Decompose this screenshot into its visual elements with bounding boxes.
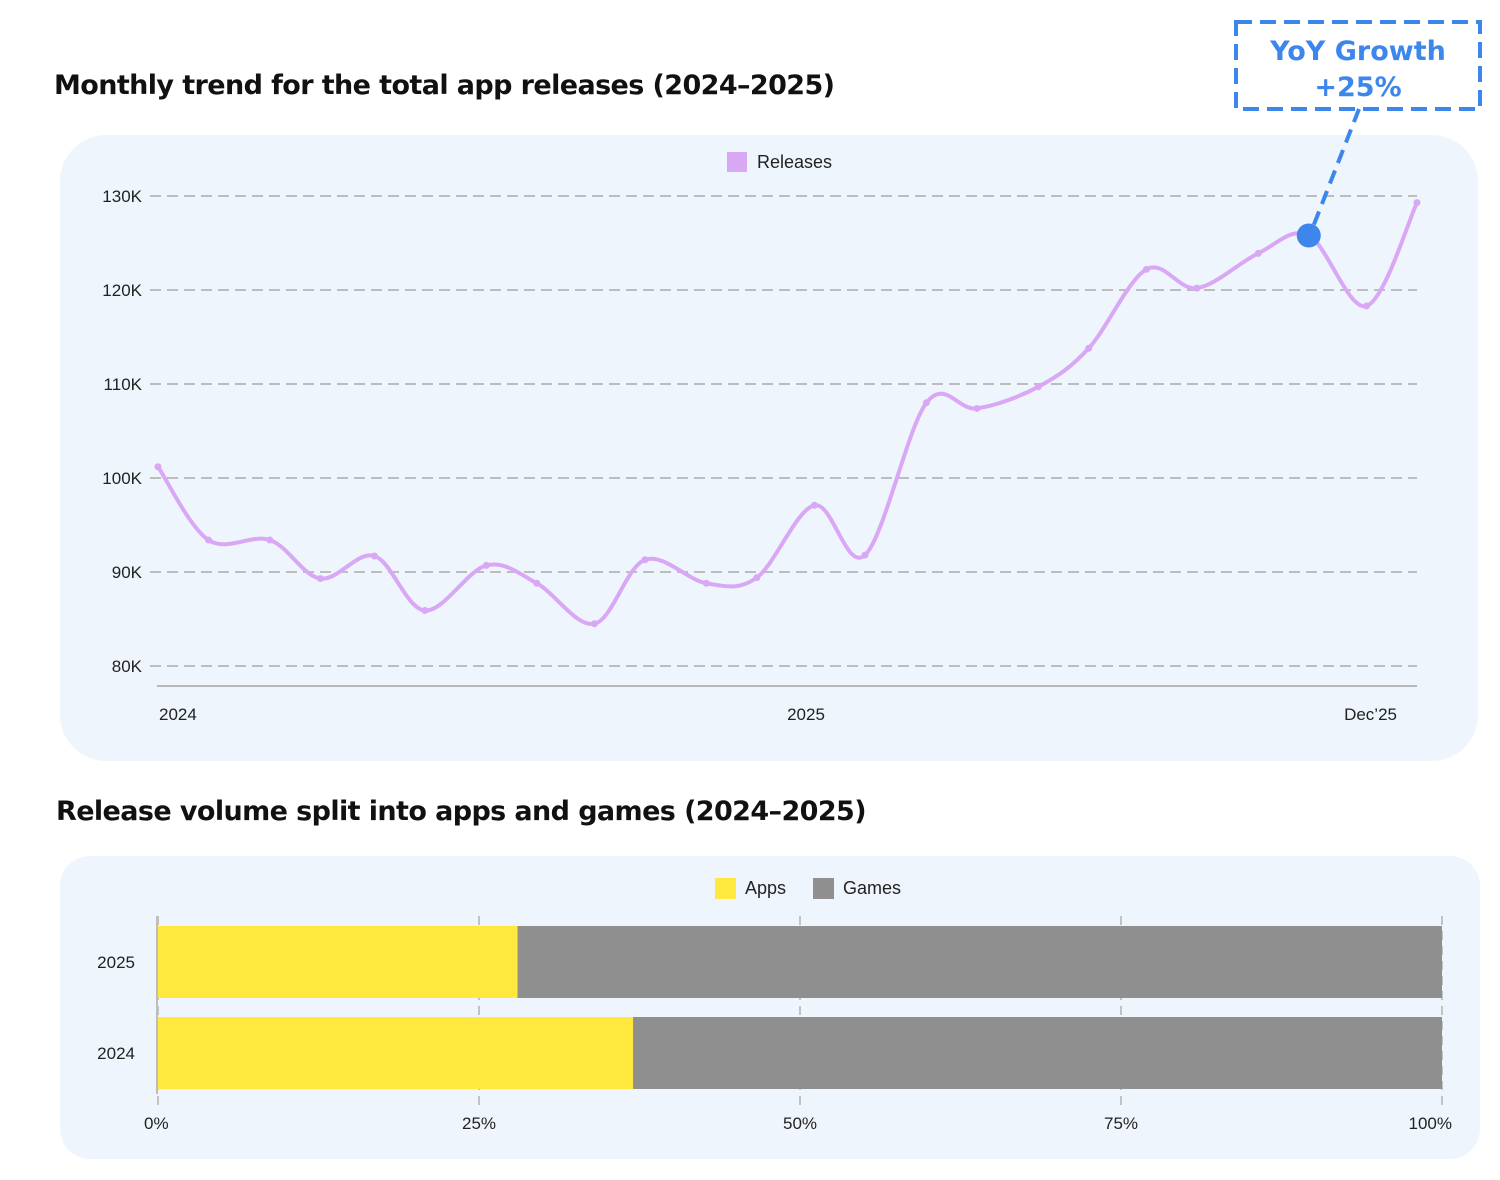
releases-data-point[interactable] bbox=[154, 463, 162, 471]
releases-data-point[interactable] bbox=[1305, 231, 1313, 239]
bar-apps-2024[interactable] bbox=[158, 1017, 634, 1089]
releases-data-point[interactable] bbox=[1362, 302, 1370, 310]
releases-series-line bbox=[156, 200, 1419, 626]
releases-data-point[interactable] bbox=[973, 404, 981, 412]
releases-data-point[interactable] bbox=[811, 501, 819, 509]
y-tick-label: 110K bbox=[104, 375, 143, 394]
y-tick-label: 80K bbox=[112, 657, 143, 676]
legend-label-releases: Releases bbox=[757, 152, 832, 172]
releases-data-point[interactable] bbox=[1085, 344, 1093, 352]
legend-label-apps: Apps bbox=[745, 878, 786, 898]
releases-data-point[interactable] bbox=[533, 579, 541, 587]
y-tick-label: 2024 bbox=[97, 1044, 135, 1063]
x-tick-label: 75% bbox=[1104, 1114, 1138, 1133]
bar-chart-svg: Apps Games 2025 2024 0% 25% 50% 75% 100% bbox=[97, 878, 1452, 1133]
releases-data-point[interactable] bbox=[316, 575, 324, 583]
x-tick-label: 2024 bbox=[159, 705, 197, 724]
bar-chart-panel: Apps Games 2025 2024 0% 25% 50% 75% 100% bbox=[60, 856, 1480, 1159]
releases-data-point[interactable] bbox=[702, 579, 710, 587]
releases-data-point[interactable] bbox=[205, 536, 213, 544]
releases-data-point[interactable] bbox=[1034, 383, 1042, 391]
releases-data-point[interactable] bbox=[482, 561, 490, 569]
line-chart-title: Monthly trend for the total app releases… bbox=[54, 70, 835, 101]
releases-data-point[interactable] bbox=[753, 574, 761, 582]
bar-apps-2025[interactable] bbox=[158, 926, 518, 998]
legend-label-games: Games bbox=[843, 878, 901, 898]
releases-data-point[interactable] bbox=[421, 607, 429, 615]
y-tick-label: 120K bbox=[102, 281, 142, 300]
x-tick-label: 25% bbox=[462, 1114, 496, 1133]
legend-swatch-apps bbox=[715, 878, 736, 899]
y-tick-label: 100K bbox=[102, 469, 142, 488]
callout-box bbox=[1234, 20, 1482, 111]
releases-data-point[interactable] bbox=[266, 536, 274, 544]
releases-data-point[interactable] bbox=[370, 552, 378, 560]
x-tick-label: Dec’25 bbox=[1344, 705, 1397, 724]
bar-games-2024[interactable] bbox=[633, 1017, 1442, 1089]
x-tick-label: 100% bbox=[1409, 1114, 1452, 1133]
legend-swatch-releases bbox=[727, 152, 747, 172]
releases-data-point[interactable] bbox=[861, 551, 869, 559]
releases-data-point[interactable] bbox=[1193, 284, 1201, 292]
callout-text-line: +25% bbox=[1314, 72, 1401, 103]
y-tick-label: 2025 bbox=[97, 953, 135, 972]
releases-data-point[interactable] bbox=[1413, 199, 1421, 207]
x-tick-label: 50% bbox=[783, 1114, 817, 1133]
bar-chart-title: Release volume split into apps and games… bbox=[56, 796, 867, 827]
y-tick-label: 130K bbox=[102, 187, 142, 206]
y-tick-label: 90K bbox=[112, 563, 143, 582]
releases-data-point[interactable] bbox=[641, 556, 649, 564]
x-tick-label: 0% bbox=[144, 1114, 169, 1133]
x-tick-label: 2025 bbox=[787, 705, 825, 724]
callout-text-line: YoY Growth bbox=[1269, 36, 1446, 67]
legend-swatch-games bbox=[813, 878, 834, 899]
releases-data-point[interactable] bbox=[1254, 249, 1262, 257]
releases-data-point[interactable] bbox=[1142, 265, 1150, 273]
releases-data-point[interactable] bbox=[922, 399, 930, 407]
releases-data-point[interactable] bbox=[591, 620, 599, 628]
line-chart-svg: Releases 130K 120K 110K 100K 90K 80K 2024 2025… bbox=[102, 152, 1421, 724]
bar-games-2025[interactable] bbox=[517, 926, 1442, 998]
line-chart-panel: Releases 130K 120K 110K 100K 90K 80K 2024 2025… bbox=[60, 135, 1478, 761]
